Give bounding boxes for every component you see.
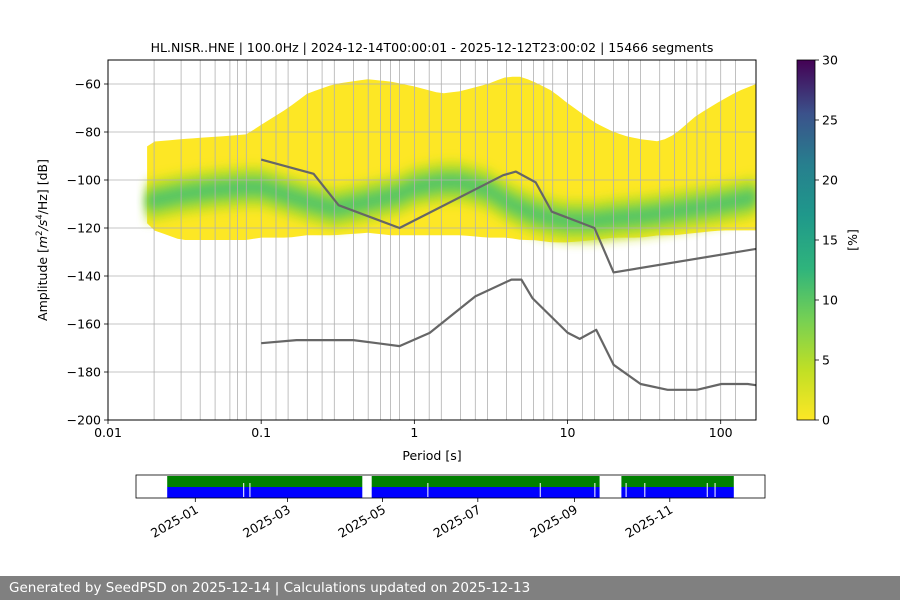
y-tick-label: −120 xyxy=(67,221,101,236)
availability-frame xyxy=(135,474,766,499)
date-tick-label: 2025-07 xyxy=(431,502,484,541)
y-tick-label: −140 xyxy=(67,269,101,284)
y-tick-label: −60 xyxy=(75,77,101,92)
y-tick-label: −100 xyxy=(67,173,101,188)
colorbar-tick-label: 0 xyxy=(822,413,830,428)
noise-model-lines xyxy=(260,158,756,391)
colorbar-tick-label: 25 xyxy=(822,113,838,128)
y-tick-label: −180 xyxy=(67,365,101,380)
colorbar-tick-label: 5 xyxy=(822,353,830,368)
x-tick-label: 10 xyxy=(560,425,576,440)
availability-bar-blue xyxy=(621,487,734,498)
x-tick-label: 1 xyxy=(410,425,418,440)
colorbar xyxy=(796,59,816,421)
y-tick-label: −80 xyxy=(75,125,101,140)
series-line-2 xyxy=(261,278,756,391)
x-tick-label: 0.01 xyxy=(94,425,122,440)
colorbar-tick-label: 20 xyxy=(822,173,838,188)
x-tick-label: 0.1 xyxy=(251,425,271,440)
histogram-band-inner xyxy=(147,176,756,227)
y-tick-label: −200 xyxy=(67,413,101,428)
colorbar-tick-label: 15 xyxy=(822,233,838,248)
chart-title: HL.NISR..HNE | 100.0Hz | 2024-12-14T00:0… xyxy=(151,40,714,55)
x-axis: 0.01 0.1 1 10 100 xyxy=(94,420,733,440)
plot-frame xyxy=(107,59,757,421)
date-tick-label: 2025-11 xyxy=(623,502,676,541)
y-axis-label: Amplitude [m2/s4/Hz] [dB] xyxy=(35,159,50,321)
footer-text: Generated by SeedPSD on 2025-12-14 | Cal… xyxy=(9,580,531,596)
x-tick-label: 100 xyxy=(709,425,733,440)
availability-bar-blue xyxy=(371,487,600,498)
availability-bar-blue xyxy=(167,487,363,498)
date-tick-label: 2025-01 xyxy=(148,502,201,541)
x-axis-label: Period [s] xyxy=(402,448,461,463)
colorbar-axis: 0 5 10 15 20 25 30 xyxy=(815,53,838,428)
date-tick-label: 2025-09 xyxy=(527,502,580,541)
data-availability-strip: 2025-01 2025-03 2025-05 2025-07 2025-09 2025-… xyxy=(135,474,766,541)
y-tick-label: −160 xyxy=(67,317,101,332)
y-axis: −200 −180 −160 −140 −120 −100 −80 −60 xyxy=(67,77,108,428)
availability-bar-green xyxy=(167,476,363,487)
availability-bar-green xyxy=(621,476,734,487)
date-tick-label: 2025-05 xyxy=(335,502,388,541)
series-line-1 xyxy=(260,158,756,274)
date-tick-label: 2025-03 xyxy=(240,502,293,541)
colorbar-label: [%] xyxy=(845,229,860,251)
colorbar-tick-label: 30 xyxy=(822,53,838,68)
footer: Generated by SeedPSD on 2025-12-14 | Cal… xyxy=(0,576,900,600)
colorbar-tick-label: 10 xyxy=(822,293,838,308)
grid-lines xyxy=(108,60,756,421)
availability-bar-green xyxy=(371,476,600,487)
